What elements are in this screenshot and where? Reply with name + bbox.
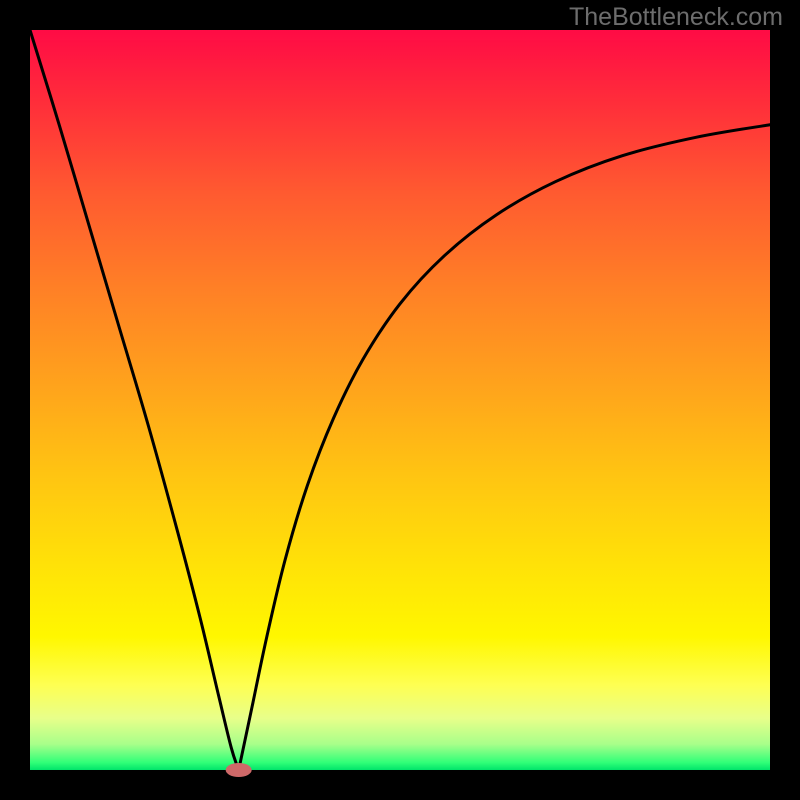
watermark-text: TheBottleneck.com	[569, 3, 783, 32]
bottleneck-chart-svg	[0, 0, 800, 800]
chart-container: TheBottleneck.com	[0, 0, 800, 800]
cusp-marker	[226, 763, 252, 777]
